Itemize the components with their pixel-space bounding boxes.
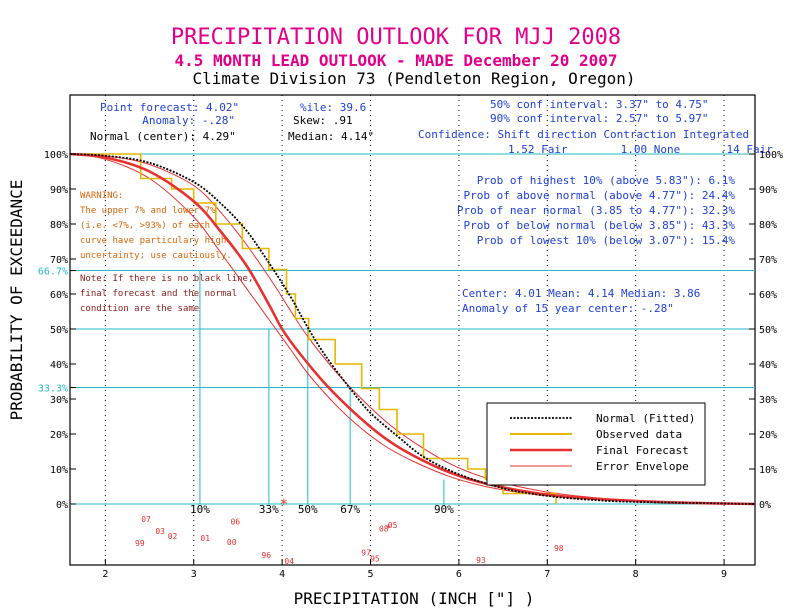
plot-frame xyxy=(69,94,756,566)
year-label: 01 xyxy=(200,534,210,543)
legend-label: Final Forecast xyxy=(596,444,689,457)
note-line: condition are the same xyxy=(80,304,199,314)
series-final-forecast xyxy=(69,152,756,506)
center-anomaly: Anomaly of 15 year center: -.28" xyxy=(462,302,674,315)
normal-center: Normal (center): 4.29" xyxy=(90,130,236,143)
prob-line: Prob of highest 10% (above 5.83"): 6.1% xyxy=(477,174,736,187)
year-label: 04 xyxy=(284,557,294,566)
warning-block: WARNING: The upper 7% and lower 7% (i.e.… xyxy=(80,191,232,261)
year-label: 98 xyxy=(554,544,564,553)
year-label: 95 xyxy=(370,555,380,564)
conf50-text: 50% conf interval: 3.37" to 4.75" xyxy=(490,98,709,111)
x-axis-title: PRECIPITATION (INCH ["] ) xyxy=(294,589,535,608)
y-tick-label-right: 50% xyxy=(759,325,777,336)
warning-line: The upper 7% and lower 7% xyxy=(80,206,216,216)
median-text: Median: 4.14" xyxy=(288,130,374,143)
y-tick-label: 20% xyxy=(50,430,68,441)
y-tick-label-right: 20% xyxy=(759,430,777,441)
legend-label: Observed data xyxy=(596,428,682,441)
y-tick-label-right: 80% xyxy=(759,220,777,231)
x-tick-label: 4 xyxy=(279,569,285,580)
point-forecast: Point forecast: 4.02" xyxy=(100,101,239,114)
y-tick-label: 33.3% xyxy=(38,383,68,394)
legend-label: Normal (Fitted) xyxy=(596,412,695,425)
x-tick-label: 5 xyxy=(368,569,374,580)
y-tick-label: 50% xyxy=(50,325,68,336)
series-error-envelope-lower xyxy=(69,153,756,505)
series-error-envelope-upper xyxy=(69,153,756,505)
warning-line: curve have particulary high xyxy=(80,236,226,246)
year-label: 05 xyxy=(388,521,398,530)
year-label: 00 xyxy=(227,538,237,547)
year-label: 08 xyxy=(379,525,389,534)
x-tick-label: 8 xyxy=(633,569,639,580)
note-block: Note: If there is no black line, final f… xyxy=(80,274,253,314)
year-label: 99 xyxy=(135,539,145,548)
series-normal-fitted- xyxy=(69,153,756,505)
y-tick-label: 100% xyxy=(44,150,68,161)
x-tick-label: 6 xyxy=(456,569,462,580)
skew-text: Skew: .91 xyxy=(293,114,353,127)
y-tick-label-right: 30% xyxy=(759,395,777,406)
y-tick-label: 30% xyxy=(50,395,68,406)
x-tick-label: 9 xyxy=(721,569,727,580)
year-label: 93 xyxy=(476,556,486,565)
percentile-label: 33% xyxy=(259,503,279,516)
note-line: Note: If there is no black line, xyxy=(80,274,253,284)
year-label: 06 xyxy=(230,517,240,526)
percentile-text: %ile: 39.6 xyxy=(300,101,366,114)
year-label: 96 xyxy=(261,551,271,560)
y-tick-label: 40% xyxy=(50,360,68,371)
year-label: 02 xyxy=(168,532,178,541)
x-tick-label: 3 xyxy=(191,569,197,580)
percentile-label: 67% xyxy=(340,503,360,516)
percentile-label: 90% xyxy=(434,503,454,516)
y-tick-label-right: 70% xyxy=(759,255,777,266)
percentile-label: 50% xyxy=(298,503,318,516)
division-title: Climate Division 73 (Pendleton Region, O… xyxy=(192,69,635,88)
y-tick-label-right: 10% xyxy=(759,465,777,476)
y-tick-label: 60% xyxy=(50,290,68,301)
prob-line: Prob of lowest 10% (below 3.07"): 15.4% xyxy=(477,234,736,247)
confidence-values: 1.52 Fair 1.00 None .14 Fair xyxy=(508,143,773,156)
y-tick-label-right: 90% xyxy=(759,185,777,196)
percentile-label: 10% xyxy=(190,503,210,516)
chart-subtitle: 4.5 MONTH LEAD OUTLOOK - MADE December 2… xyxy=(174,51,617,70)
y-tick-label: 66.7% xyxy=(38,267,68,278)
y-tick-label-right: 60% xyxy=(759,290,777,301)
note-line: final forecast and the normal xyxy=(80,289,237,299)
prob-line: Prob of near normal (3.85 to 4.77"): 32.… xyxy=(457,204,736,217)
y-tick-label: 10% xyxy=(50,465,68,476)
legend-label: Error Envelope xyxy=(596,460,689,473)
y-tick-label-right: 40% xyxy=(759,360,777,371)
y-tick-label: 90% xyxy=(50,185,68,196)
x-tick-label: 7 xyxy=(544,569,550,580)
anomaly-text: Anomaly: -.28" xyxy=(142,114,235,127)
prob-line: Prob of below normal (below 3.85"): 43.3… xyxy=(463,219,735,232)
prob-line: Prob of above normal (above 4.77"): 24.4… xyxy=(463,189,735,202)
y-tick-label-right: 0% xyxy=(759,500,771,511)
y-tick-label: 80% xyxy=(50,220,68,231)
point-forecast-star: * xyxy=(280,497,288,513)
x-tick-label: 2 xyxy=(102,569,108,580)
y-tick-label: 0% xyxy=(56,500,68,511)
legend: Normal (Fitted) Observed data Final Fore… xyxy=(486,402,706,486)
center-info: Center: 4.01 Mean: 4.14 Median: 3.86 xyxy=(462,287,700,300)
year-plus-marker: + xyxy=(386,522,391,531)
y-axis-title: PROBABILITY OF EXCEEDANCE xyxy=(7,180,26,421)
probabilities-block: Prob of highest 10% (above 5.83"): 6.1% … xyxy=(457,174,736,247)
warning-line: uncertainty; use cautiously. xyxy=(80,251,232,261)
year-label: 07 xyxy=(141,515,151,524)
confidence-header: Confidence: Shift direction Contraction … xyxy=(418,128,749,141)
legend-box xyxy=(486,402,706,486)
year-label: 97 xyxy=(361,549,371,558)
warning-line: WARNING: xyxy=(80,191,123,201)
y-tick-label-right: 100% xyxy=(759,150,783,161)
conf90-text: 90% conf interval: 2.57" to 5.97" xyxy=(490,112,709,125)
y-tick-label: 70% xyxy=(50,255,68,266)
warning-line: (i.e. <7%, >93%) of each xyxy=(80,221,210,231)
year-label: 03 xyxy=(155,527,165,536)
chart-title: PRECIPITATION OUTLOOK FOR MJJ 2008 xyxy=(171,25,621,50)
